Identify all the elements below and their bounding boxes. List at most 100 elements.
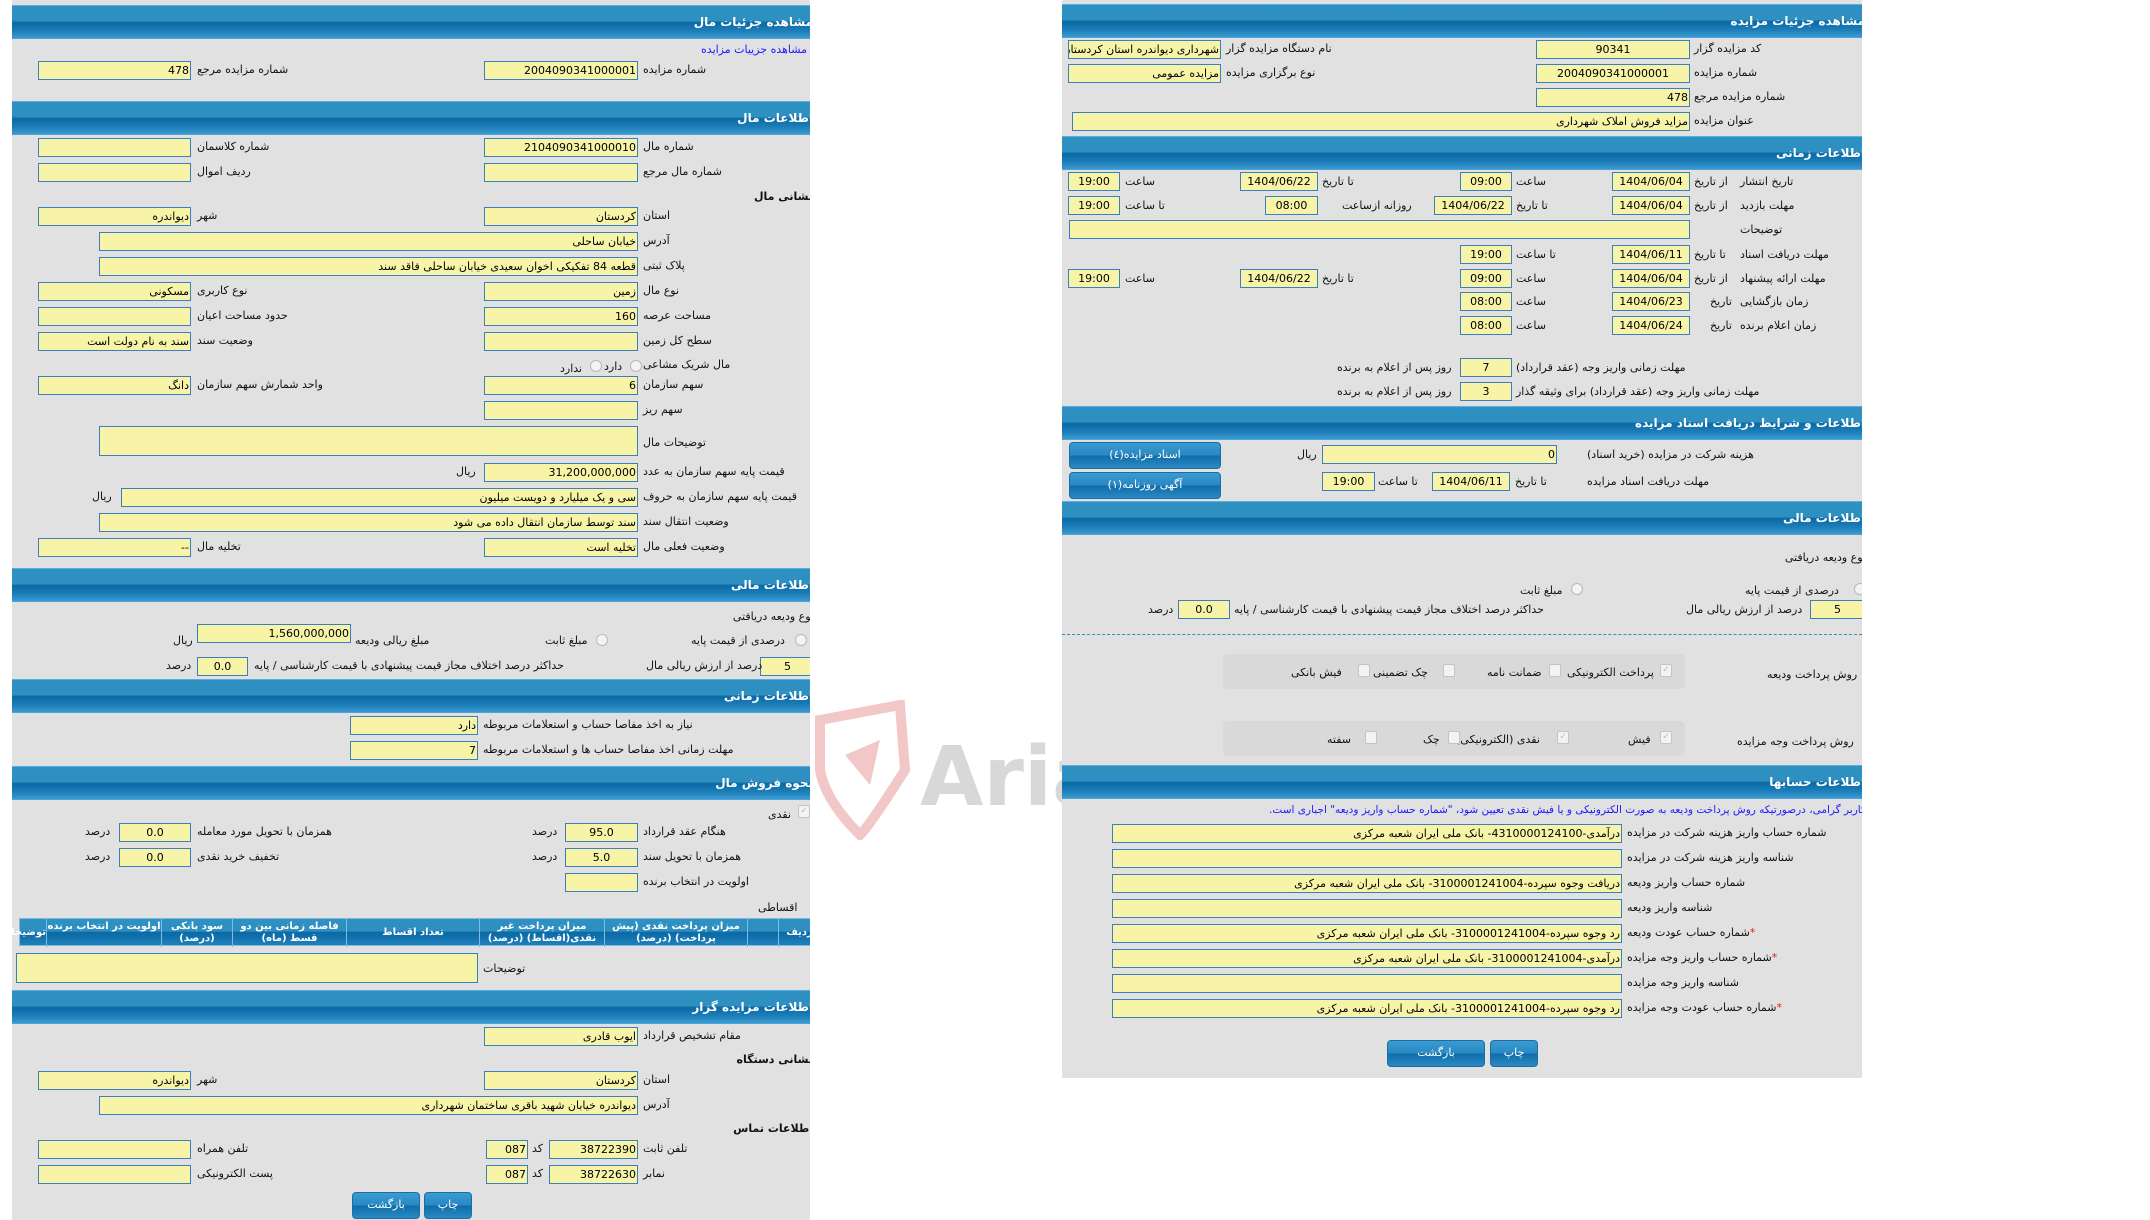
print-button[interactable]: چاپ bbox=[1490, 1040, 1538, 1067]
pledge-payment-deadline-field[interactable]: 3 bbox=[1460, 382, 1512, 401]
deposit-percent-field[interactable]: 5 bbox=[1810, 600, 1862, 619]
sub-share-field[interactable] bbox=[484, 401, 638, 420]
winner-time-field[interactable]: 08:00 bbox=[1460, 316, 1512, 335]
account-field[interactable] bbox=[1112, 899, 1622, 918]
current-status-field[interactable]: تخلیه است bbox=[484, 538, 638, 557]
time-description-field[interactable] bbox=[1069, 220, 1690, 239]
contract-authority-field[interactable]: ایوب قادری bbox=[484, 1027, 638, 1046]
docs-deadline-date-field[interactable]: 1404/06/11 bbox=[1612, 245, 1690, 264]
fixed-amount-radio[interactable] bbox=[596, 634, 608, 646]
check-checkbox[interactable] bbox=[1448, 731, 1460, 744]
fixed-amount-radio[interactable] bbox=[1571, 583, 1583, 595]
fax-field[interactable]: 38722630 bbox=[549, 1165, 638, 1184]
account-field[interactable]: درآمدی-310000124100‏4- بانک ملی ایران شع… bbox=[1112, 824, 1622, 843]
address-field[interactable]: خیابان ساحلی bbox=[99, 232, 638, 251]
slip-checkbox[interactable]: ✓ bbox=[1660, 731, 1672, 744]
org-address-field[interactable]: دیواندره خیابان شهید باقری ساختمان شهردا… bbox=[99, 1096, 638, 1115]
evacuation-field[interactable]: -- bbox=[38, 538, 191, 557]
percent-radio[interactable] bbox=[1854, 583, 1862, 595]
max-difference-field[interactable]: 0.0 bbox=[1178, 600, 1230, 619]
electronic-payment-checkbox[interactable]: ✓ bbox=[1660, 664, 1672, 677]
auction-number-field[interactable]: 2004090341000001 bbox=[484, 61, 638, 80]
payment-deadline-field[interactable]: 7 bbox=[1460, 358, 1512, 377]
shared-no-radio[interactable] bbox=[590, 360, 602, 372]
property-type-field[interactable]: زمین bbox=[484, 282, 638, 301]
auction-ref-field[interactable]: 478 bbox=[1536, 88, 1690, 107]
participation-fee-field[interactable]: 0 bbox=[1322, 445, 1557, 464]
on-deed-delivery-field[interactable]: 5.0 bbox=[565, 848, 638, 867]
property-description-field[interactable] bbox=[99, 426, 638, 456]
holding-type-field[interactable]: مزایده عمومی bbox=[1068, 64, 1221, 83]
bid-from-date-field[interactable]: 1404/06/04 bbox=[1612, 269, 1690, 288]
city-field[interactable]: دیواندره bbox=[38, 207, 191, 226]
max-difference-field[interactable]: 0.0 bbox=[197, 657, 248, 676]
account-field[interactable]: رد وجوه سپرده-3100001241004- بانک ملی ای… bbox=[1112, 999, 1622, 1018]
account-field[interactable]: رد وجوه سپرده-3100001241004- بانک ملی ای… bbox=[1112, 924, 1622, 943]
account-field[interactable]: درآمدی-3100001241004- بانک ملی ایران شعب… bbox=[1112, 949, 1622, 968]
clearance-needed-field[interactable]: دارد bbox=[350, 716, 478, 735]
org-province-field[interactable]: کردستان bbox=[484, 1071, 638, 1090]
base-price-number-field[interactable]: 31,200,000,000 bbox=[484, 463, 638, 482]
account-field[interactable] bbox=[1112, 974, 1622, 993]
share-unit-field[interactable]: دانگ bbox=[38, 376, 191, 395]
notes-field[interactable] bbox=[16, 953, 478, 983]
percent-radio[interactable] bbox=[795, 634, 807, 646]
visit-to-date-field[interactable]: 1404/06/22 bbox=[1434, 196, 1512, 215]
building-area-field[interactable] bbox=[38, 307, 191, 326]
auction-title-field[interactable]: مزاید فروش املاک شهرداری bbox=[1072, 112, 1690, 131]
opening-date-field[interactable]: 1404/06/23 bbox=[1612, 292, 1690, 311]
docs-deadline-time-field[interactable]: 19:00 bbox=[1460, 245, 1512, 264]
auction-documents-button[interactable]: اسناد مزایده(٤) bbox=[1069, 442, 1221, 469]
deed-status-field[interactable]: سند به نام دولت است bbox=[38, 332, 191, 351]
publish-to-time-field[interactable]: 19:00 bbox=[1068, 172, 1120, 191]
base-price-words-field[interactable]: سی و یک میلیارد و دویست میلیون bbox=[121, 488, 638, 507]
publish-to-date-field[interactable]: 1404/06/22 bbox=[1240, 172, 1318, 191]
opening-time-field[interactable]: 08:00 bbox=[1460, 292, 1512, 311]
classification-number-field[interactable] bbox=[38, 138, 191, 157]
registration-plate-field[interactable]: قطعه 84 تفکیکی اخوان سعیدی خیابان ساحلی … bbox=[99, 257, 638, 276]
docs-receive-date-field[interactable]: 1404/06/11 bbox=[1432, 472, 1510, 491]
auction-details-link[interactable]: مشاهده جزییات مزایده bbox=[701, 43, 807, 56]
total-land-field[interactable] bbox=[484, 332, 638, 351]
usage-type-field[interactable]: مسکونی bbox=[38, 282, 191, 301]
newspaper-ad-button[interactable]: آگهی روزنامه(١) bbox=[1069, 472, 1221, 499]
visit-to-time-field[interactable]: 19:00 bbox=[1068, 196, 1120, 215]
land-area-field[interactable]: 160 bbox=[484, 307, 638, 326]
publish-from-date-field[interactable]: 1404/06/04 bbox=[1612, 172, 1690, 191]
account-field[interactable]: دریافت وجوه سپرده-3100001241004- بانک مل… bbox=[1112, 874, 1622, 893]
deed-transfer-field[interactable]: سند توسط سازمان انتقال داده می شود bbox=[99, 513, 638, 532]
auction-number-field[interactable]: 2004090341000001 bbox=[1536, 64, 1690, 83]
auctioneer-org-field[interactable]: شهرداری دیواندره استان کردستان bbox=[1068, 40, 1221, 59]
promissory-note-checkbox[interactable] bbox=[1365, 731, 1377, 744]
asset-row-field[interactable] bbox=[38, 163, 191, 182]
shared-yes-radio[interactable] bbox=[630, 360, 642, 372]
back-button[interactable]: بازگشت bbox=[352, 1192, 420, 1219]
phone-code-field[interactable]: 087 bbox=[486, 1140, 528, 1159]
bid-from-time-field[interactable]: 09:00 bbox=[1460, 269, 1512, 288]
visit-from-date-field[interactable]: 1404/06/04 bbox=[1612, 196, 1690, 215]
account-field[interactable] bbox=[1112, 849, 1622, 868]
property-ref-field[interactable] bbox=[484, 163, 638, 182]
mobile-field[interactable] bbox=[38, 1140, 191, 1159]
province-field[interactable]: کردستان bbox=[484, 207, 638, 226]
cash-discount-field[interactable]: 0.0 bbox=[119, 848, 191, 867]
print-button[interactable]: چاپ bbox=[424, 1192, 472, 1219]
email-field[interactable] bbox=[38, 1165, 191, 1184]
auctioneer-code-field[interactable]: 90341 bbox=[1536, 40, 1690, 59]
phone-field[interactable]: 38722390 bbox=[549, 1140, 638, 1159]
guarantee-check-checkbox[interactable] bbox=[1443, 664, 1455, 677]
winner-date-field[interactable]: 1404/06/24 bbox=[1612, 316, 1690, 335]
deposit-amount-field[interactable]: 1,560,000,000 bbox=[197, 624, 351, 643]
deposit-percent-field[interactable]: 5 bbox=[760, 657, 810, 676]
org-share-field[interactable]: 6 bbox=[484, 376, 638, 395]
publish-from-time-field[interactable]: 09:00 bbox=[1460, 172, 1512, 191]
auction-ref-field[interactable]: 478 bbox=[38, 61, 191, 80]
bid-to-time-field[interactable]: 19:00 bbox=[1068, 269, 1120, 288]
on-contract-field[interactable]: 95.0 bbox=[565, 823, 638, 842]
fax-code-field[interactable]: 087 bbox=[486, 1165, 528, 1184]
visit-daily-from-field[interactable]: 08:00 bbox=[1265, 196, 1318, 215]
bid-to-date-field[interactable]: 1404/06/22 bbox=[1240, 269, 1318, 288]
guarantee-letter-checkbox[interactable] bbox=[1549, 664, 1561, 677]
winner-priority-field[interactable] bbox=[565, 873, 638, 892]
on-item-delivery-field[interactable]: 0.0 bbox=[119, 823, 191, 842]
